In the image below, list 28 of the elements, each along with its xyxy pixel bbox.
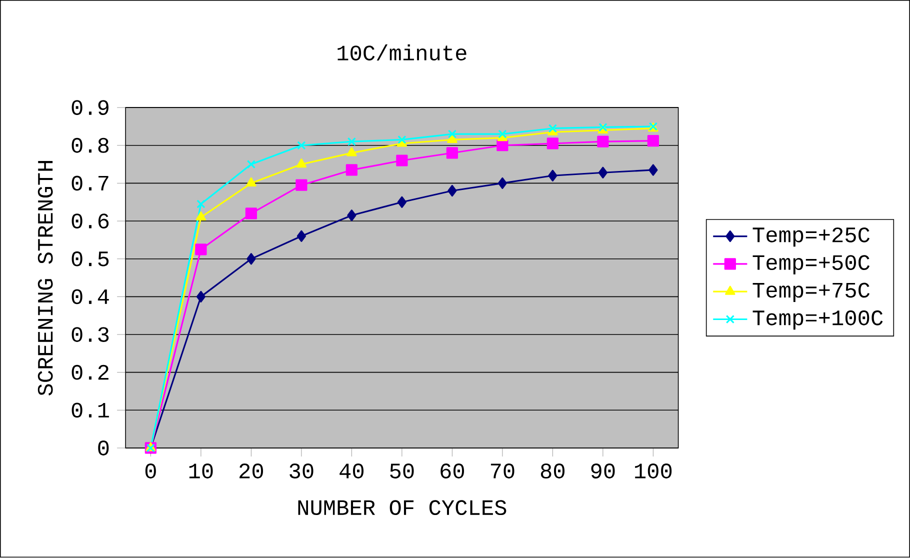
legend-label: Temp=+25C xyxy=(752,228,870,247)
x-tick-label: 70 xyxy=(490,464,514,479)
y-tick-label: 0.5 xyxy=(72,252,109,267)
x-tick-label: 30 xyxy=(290,464,314,479)
y-tick-label: 0.2 xyxy=(72,365,108,380)
y-tick-label: 0.6 xyxy=(72,214,109,229)
x-tick-label: 90 xyxy=(591,464,615,479)
y-tick-label: 0.7 xyxy=(72,176,108,191)
y-tick-label: 0.8 xyxy=(72,138,109,154)
legend-label: Temp=+75C xyxy=(752,283,870,302)
y-tick-label: 0.1 xyxy=(72,402,109,418)
x-tick-label: 80 xyxy=(540,464,565,479)
y-tick-label: 0 xyxy=(98,440,109,456)
y-tick-label: 0.4 xyxy=(72,289,109,304)
x-tick-label: 50 xyxy=(390,464,414,479)
x-tick-label: 60 xyxy=(440,464,464,479)
x-tick-label: 10 xyxy=(189,464,213,479)
x-tick-label: 100 xyxy=(635,464,672,479)
y-tick-label: 0.9 xyxy=(72,100,108,116)
y-axis-title: SCREENING STRENGTH xyxy=(38,161,53,396)
legend-label: Temp=+50C xyxy=(752,255,870,275)
x-tick-label: 20 xyxy=(240,464,264,479)
y-tick-label: 0.3 xyxy=(72,327,109,342)
chart-title: 10C/minute xyxy=(338,44,466,61)
x-axis-title: NUMBER OF CYCLES xyxy=(298,500,506,516)
x-tick-label: 0 xyxy=(145,464,156,479)
legend-label: Temp=+100C xyxy=(752,310,883,330)
x-tick-label: 40 xyxy=(340,464,364,479)
